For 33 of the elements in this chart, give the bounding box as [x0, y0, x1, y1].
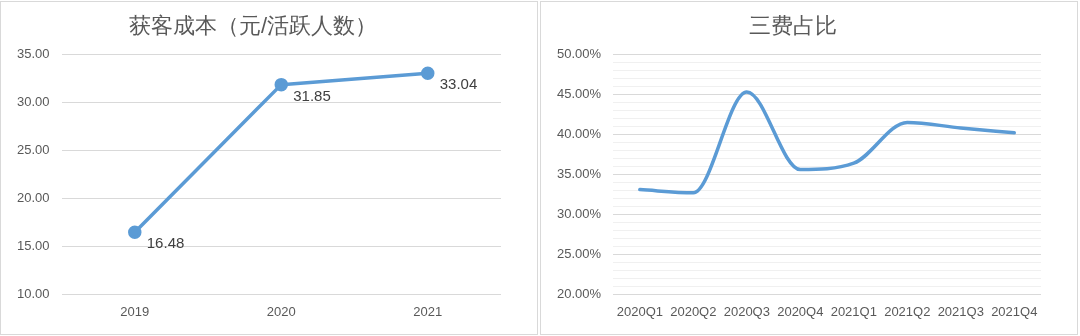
x-tick-label: 2021: [413, 303, 443, 319]
x-tick-label: 2021Q3: [937, 303, 984, 319]
y-tick-label: 45.00%: [557, 85, 602, 101]
x-tick-label: 2020Q2: [670, 303, 717, 319]
data-label: 16.48: [146, 234, 185, 252]
data-label: 33.04: [439, 75, 478, 93]
y-tick-label: 30.00: [16, 93, 50, 109]
data-label: 31.85: [293, 86, 331, 104]
line-series: [638, 90, 1017, 195]
y-tick-label: 15.00: [16, 237, 50, 253]
x-tick-label: 2020Q3: [723, 303, 770, 319]
x-tick-label: 2019: [120, 303, 150, 319]
y-tick-label: 40.00%: [557, 125, 602, 141]
x-tick-label: 2020Q4: [777, 303, 824, 319]
y-tick-label: 20.00: [16, 189, 50, 205]
point: [274, 77, 289, 92]
x-tick-label: 2021Q2: [884, 303, 931, 319]
y-tick-label: 30.00%: [557, 205, 602, 221]
y-tick-label: 35.00%: [557, 165, 602, 181]
y-tick-label: 35.00: [16, 45, 50, 61]
point: [421, 66, 435, 80]
y-tick-label: 50.00%: [557, 45, 602, 61]
x-tick-label: 2020: [266, 303, 296, 319]
chart-title: 获客成本（元/活跃人数）: [128, 13, 378, 39]
x-tick-label: 2020Q1: [616, 303, 663, 319]
x-tick-label: 2021Q4: [991, 303, 1038, 319]
y-tick-label: 20.00%: [557, 285, 602, 301]
y-tick-label: 25.00%: [557, 245, 602, 261]
chart-title: 三费占比: [749, 13, 837, 39]
point: [128, 225, 142, 239]
y-tick-label: 25.00: [16, 141, 50, 157]
y-tick-label: 10.00: [16, 285, 50, 301]
x-tick-label: 2021Q1: [830, 303, 877, 319]
